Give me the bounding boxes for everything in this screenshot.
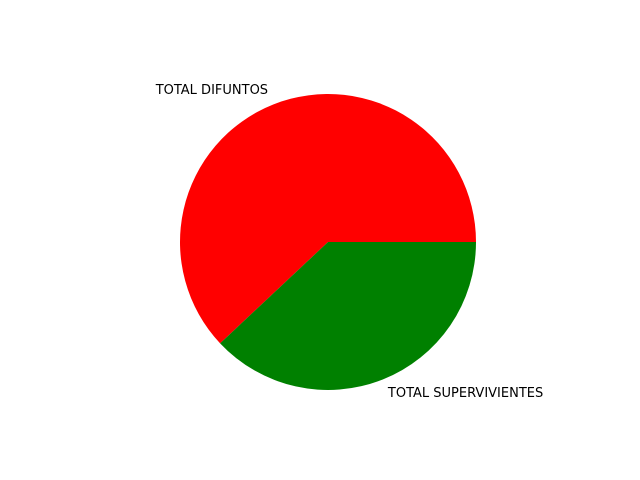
pie-slices — [180, 94, 476, 391]
pie-labels: TOTAL DIFUNTOS TOTAL SUPERVIVIENTES — [155, 83, 544, 401]
pie-label-total-supervivientes: TOTAL SUPERVIVIENTES — [387, 386, 543, 401]
pie-label-total-difuntos: TOTAL DIFUNTOS — [155, 83, 268, 98]
pie-slice-total-difuntos — [180, 94, 476, 344]
pie-slice-total-supervivientes — [220, 242, 476, 391]
